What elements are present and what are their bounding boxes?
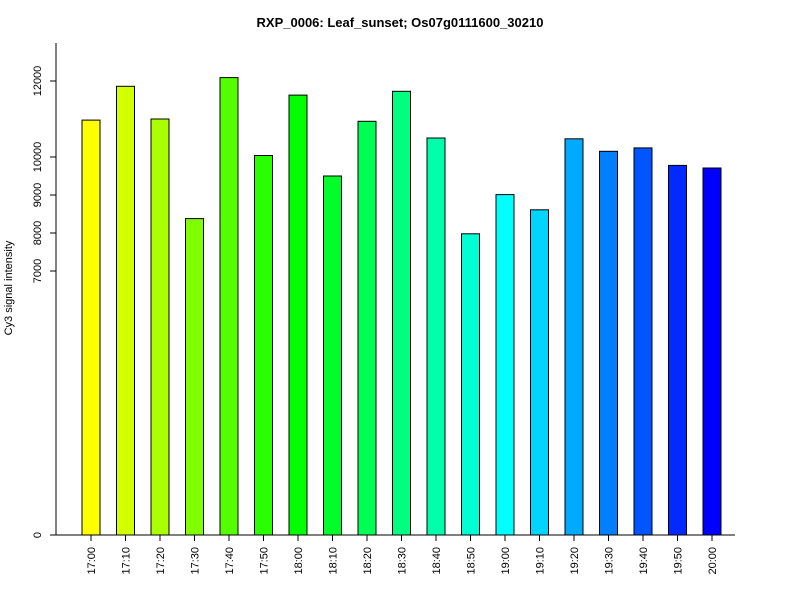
x-tick-label: 18:00 bbox=[293, 547, 305, 575]
bar-1900 bbox=[495, 194, 515, 536]
y-axis: 0 7000 8000 9000 10000 12000 bbox=[32, 43, 57, 538]
x-axis: 17:00 17:10 17:20 17:30 17:40 17:50 18:00 18:10… bbox=[56, 534, 735, 575]
y-tick-label: 9000 bbox=[32, 183, 44, 207]
y-tick-label: 10000 bbox=[32, 142, 44, 173]
x-tick-label: 19:20 bbox=[569, 547, 581, 575]
bar-1850 bbox=[461, 233, 480, 536]
x-tick-label: 18:30 bbox=[397, 547, 409, 575]
x-tick-label: 19:40 bbox=[638, 547, 650, 575]
bar-1840 bbox=[426, 137, 446, 536]
bar-1740 bbox=[219, 77, 239, 536]
x-tick-label: 17:20 bbox=[155, 547, 167, 575]
x-tick-label: 17:30 bbox=[190, 547, 202, 575]
x-tick-label: 19:00 bbox=[500, 547, 512, 575]
x-tick-label: 17:50 bbox=[259, 547, 271, 575]
bar-1940 bbox=[633, 147, 653, 536]
x-tick-label: 18:10 bbox=[328, 547, 340, 575]
x-tick-label: 17:00 bbox=[86, 547, 98, 575]
bar-1730 bbox=[185, 218, 204, 536]
y-tick-label: 0 bbox=[32, 532, 44, 538]
bar-1700 bbox=[81, 119, 101, 536]
bar-1810 bbox=[323, 175, 342, 536]
bar-2000 bbox=[702, 167, 722, 536]
bar-1710 bbox=[116, 85, 135, 536]
y-axis-label: Cy3 signal intensity bbox=[3, 240, 15, 335]
x-tick-label: 19:50 bbox=[673, 547, 685, 575]
y-tick-label: 12000 bbox=[32, 66, 44, 97]
x-tick-label: 19:30 bbox=[604, 547, 616, 575]
bar-1800 bbox=[288, 94, 308, 536]
bar-1950 bbox=[668, 164, 687, 536]
x-tick-label: 17:10 bbox=[121, 547, 133, 575]
x-tick-label: 17:40 bbox=[224, 547, 236, 575]
bar-1720 bbox=[150, 118, 170, 536]
bar-series bbox=[81, 77, 722, 536]
x-tick-label: 20:00 bbox=[707, 547, 719, 575]
bar-1920 bbox=[564, 138, 584, 536]
bar-1930 bbox=[599, 150, 618, 536]
bar-1910 bbox=[530, 209, 549, 536]
y-tick-label: 8000 bbox=[32, 221, 44, 245]
x-tick-label: 19:10 bbox=[535, 547, 547, 575]
bar-1830 bbox=[392, 90, 411, 536]
y-tick-label: 7000 bbox=[32, 259, 44, 283]
chart-title: RXP_0006: Leaf_sunset; Os07g0111600_3021… bbox=[257, 15, 544, 30]
bar-1750 bbox=[254, 155, 273, 536]
bar-1820 bbox=[357, 120, 377, 536]
x-tick-label: 18:20 bbox=[362, 547, 374, 575]
x-tick-label: 18:50 bbox=[466, 547, 478, 575]
x-tick-label: 18:40 bbox=[431, 547, 443, 575]
